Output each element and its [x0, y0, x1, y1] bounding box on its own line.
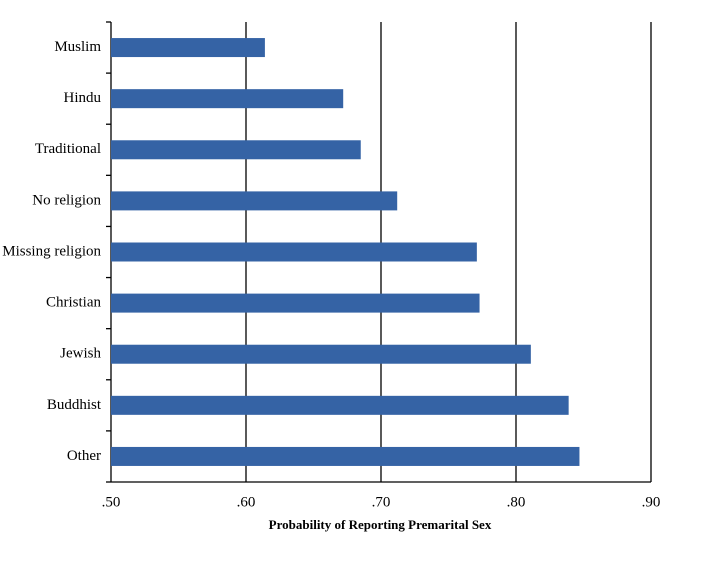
- x-tick-label: .90: [642, 494, 661, 510]
- bar: [111, 89, 344, 109]
- bar: [111, 293, 480, 313]
- x-tick-label: .70: [372, 494, 391, 510]
- bar: [111, 140, 361, 160]
- y-tick-label: Buddhist: [47, 397, 102, 413]
- bar: [111, 242, 477, 262]
- bar: [111, 38, 265, 58]
- y-tick-label: Other: [67, 448, 101, 464]
- x-tick-label: .60: [237, 494, 256, 510]
- x-axis-title: Probability of Reporting Premarital Sex: [269, 517, 492, 532]
- bar: [111, 191, 398, 211]
- y-tick-label: Missing religion: [2, 243, 101, 259]
- x-tick-label: .80: [507, 494, 526, 510]
- y-tick-label: No religion: [32, 192, 101, 208]
- y-tick-label: Hindu: [64, 90, 102, 106]
- bar: [111, 344, 531, 364]
- y-tick-label: Christian: [46, 295, 101, 311]
- bar: [111, 395, 569, 415]
- bar: [111, 446, 580, 466]
- y-tick-label: Traditional: [35, 141, 101, 157]
- y-tick-label: Jewish: [60, 346, 101, 362]
- x-tick-label: .50: [102, 494, 121, 510]
- y-tick-label: Muslim: [54, 39, 101, 55]
